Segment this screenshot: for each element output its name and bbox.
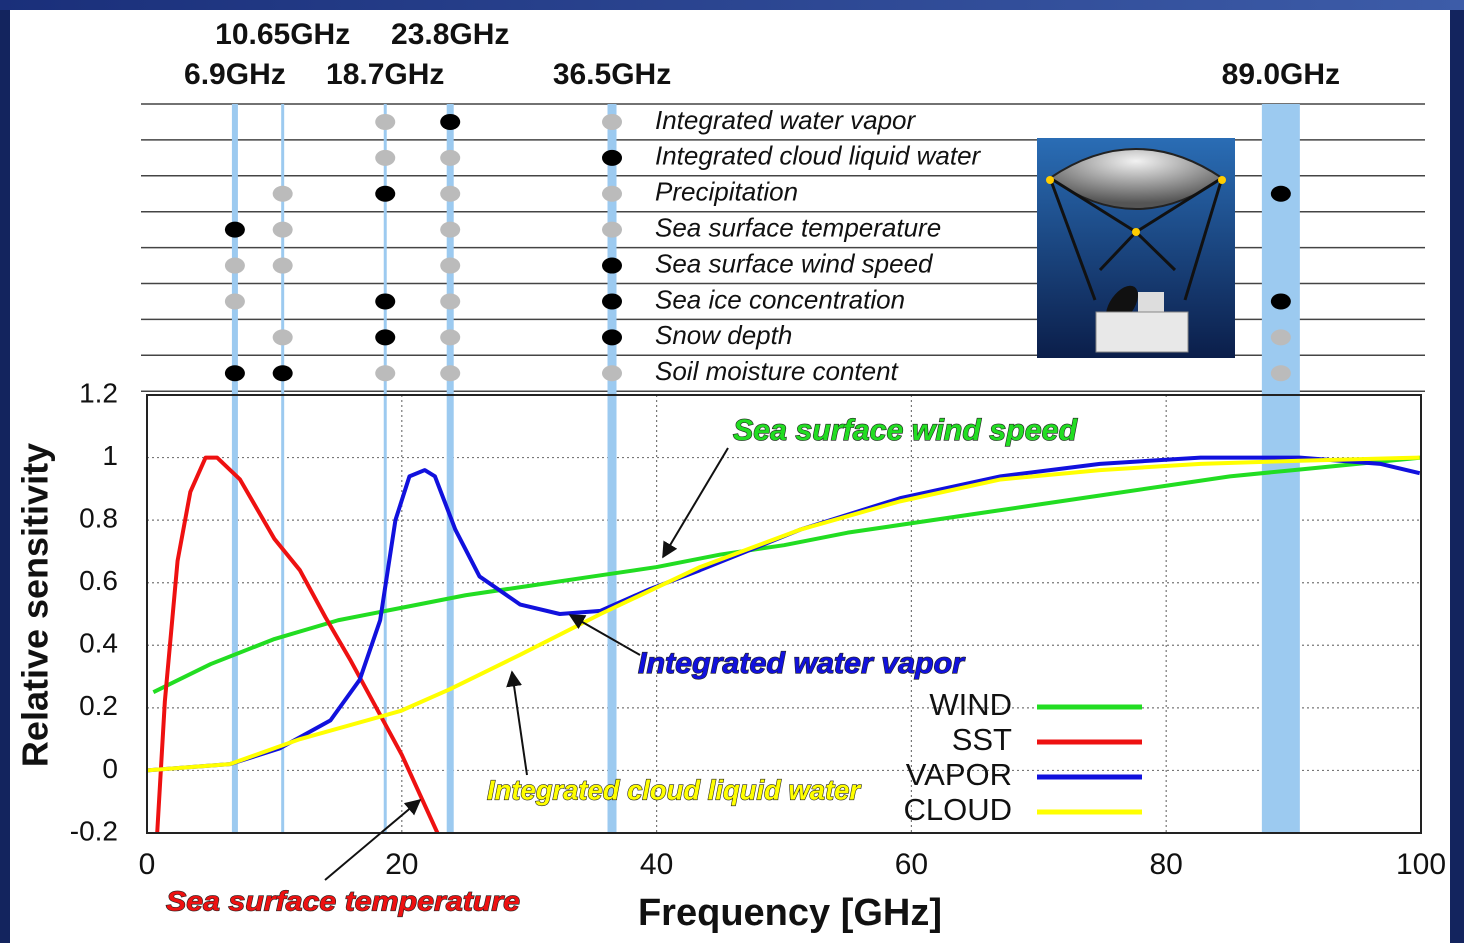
channel-dot (440, 365, 460, 381)
annotation: Sea surface wind speed (733, 414, 1078, 447)
y-tick-label: 0.2 (79, 690, 118, 721)
channel-band (447, 104, 454, 833)
channel-label: 23.8GHz (391, 18, 509, 51)
channel-dot (602, 329, 622, 345)
legend-label: WIND (929, 687, 1012, 722)
channel-dot (225, 222, 245, 238)
y-tick-label: 0.8 (79, 503, 118, 534)
channel-dot (375, 329, 395, 345)
channel-dot (440, 329, 460, 345)
channel-label: 18.7GHz (326, 58, 444, 91)
channel-dot (440, 150, 460, 166)
parameter-label: Sea surface temperature (655, 213, 941, 243)
y-tick-label: 0 (102, 753, 118, 784)
legend-label: CLOUD (903, 792, 1012, 827)
channel-label: 89.0GHz (1222, 58, 1340, 91)
x-tick-label: 0 (139, 848, 156, 881)
parameter-label: Integrated cloud liquid water (655, 141, 982, 171)
channel-dot (602, 293, 622, 309)
annotation: Integrated cloud liquid water (487, 774, 862, 805)
channel-dot (225, 258, 245, 274)
channel-dot (1271, 329, 1291, 345)
y-tick-label: 0.4 (79, 628, 118, 659)
y-tick-label: 1 (102, 440, 118, 471)
channel-dot (375, 365, 395, 381)
parameter-label: Integrated water vapor (655, 105, 916, 135)
parameter-label: Sea surface wind speed (655, 248, 934, 278)
channel-dot (273, 258, 293, 274)
channel-dot (602, 150, 622, 166)
channel-dot (375, 293, 395, 309)
channel-dot (1271, 365, 1291, 381)
parameter-label: Sea ice concentration (655, 284, 905, 314)
channel-dot (440, 222, 460, 238)
channel-dot (273, 329, 293, 345)
channel-dot (273, 222, 293, 238)
x-tick-label: 60 (895, 848, 928, 881)
channel-dot (1271, 293, 1291, 309)
channel-dot (602, 114, 622, 130)
channel-label: 10.65GHz (215, 18, 350, 51)
channel-dot (602, 186, 622, 202)
y-tick-label: 1.2 (79, 377, 118, 408)
channel-band (281, 104, 284, 833)
x-tick-label: 100 (1396, 848, 1446, 881)
channel-dot (225, 365, 245, 381)
channel-dot (440, 186, 460, 202)
channel-dot (375, 114, 395, 130)
y-axis-title: Relative sensitivity (15, 443, 56, 767)
channel-dot (602, 222, 622, 238)
annotation: Integrated water vapor (638, 647, 966, 680)
x-tick-label: 40 (640, 848, 673, 881)
x-tick-label: 20 (385, 848, 418, 881)
parameter-label: Soil moisture content (655, 356, 900, 386)
x-axis-title: Frequency [GHz] (638, 892, 942, 934)
legend-label: VAPOR (906, 757, 1012, 792)
parameter-label: Snow depth (655, 320, 792, 350)
channel-dot (375, 186, 395, 202)
annotation: Sea surface temperature (166, 885, 520, 916)
channel-band (232, 104, 238, 833)
channel-dot (273, 186, 293, 202)
channel-label: 36.5GHz (553, 58, 671, 91)
channel-label: 6.9GHz (184, 58, 286, 91)
channel-dot (273, 365, 293, 381)
x-tick-label: 80 (1150, 848, 1183, 881)
y-tick-label: -0.2 (70, 815, 118, 846)
channel-dot (375, 150, 395, 166)
channel-band (608, 104, 617, 833)
parameter-label: Precipitation (655, 177, 798, 207)
channel-dot (440, 293, 460, 309)
legend-label: SST (952, 722, 1012, 757)
chart: -0.2 0 0.2 0.4 0.6 0.8 1 1.2 0 20 40 60 80 100 6.9GHz 1… (0, 0, 1464, 943)
channel-dot (440, 258, 460, 274)
y-tick-label: 0.6 (79, 565, 118, 596)
channel-dot (440, 114, 460, 130)
instrument-image (1037, 138, 1235, 358)
top-bar (0, 0, 1464, 10)
channel-dot (602, 365, 622, 381)
channel-dot (225, 293, 245, 309)
channel-dot (602, 258, 622, 274)
channel-dot (1271, 186, 1291, 202)
